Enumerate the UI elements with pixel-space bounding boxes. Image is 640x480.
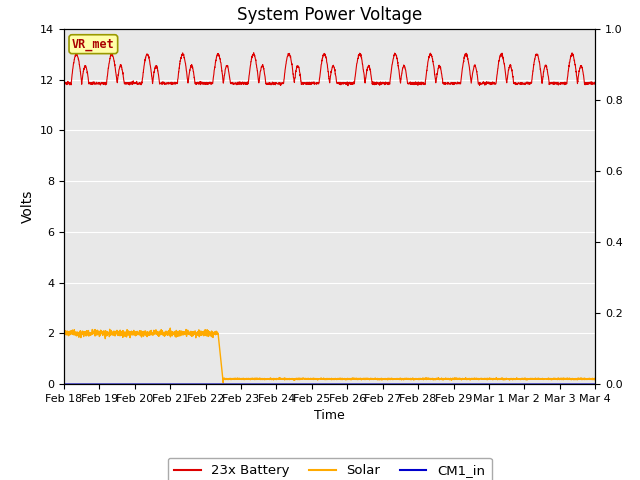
Text: VR_met: VR_met	[72, 37, 115, 51]
Line: Solar: Solar	[64, 328, 595, 383]
Solar	[524, 376, 532, 382]
CM1_in	[121, 381, 129, 387]
23x Battery	[264, 80, 272, 86]
X-axis label: Time: Time	[314, 409, 345, 422]
23x Battery	[250, 50, 257, 56]
Solar	[591, 376, 599, 382]
Solar	[60, 330, 68, 336]
Solar	[152, 329, 160, 335]
Y-axis label: Volts: Volts	[20, 190, 35, 223]
23x Battery	[524, 81, 532, 87]
CM1_in	[264, 381, 271, 387]
CM1_in	[524, 381, 531, 387]
CM1_in	[581, 381, 589, 387]
23x Battery	[581, 82, 589, 88]
CM1_in	[287, 381, 294, 387]
Solar	[166, 325, 174, 331]
Solar	[121, 332, 129, 337]
Solar	[220, 380, 227, 386]
Title: System Power Voltage: System Power Voltage	[237, 6, 422, 24]
23x Battery	[121, 81, 129, 87]
23x Battery	[287, 56, 295, 62]
CM1_in	[60, 381, 68, 387]
23x Battery	[344, 83, 352, 89]
Solar	[287, 376, 295, 382]
Solar	[264, 376, 272, 382]
23x Battery	[60, 81, 68, 86]
CM1_in	[591, 381, 599, 387]
Line: 23x Battery: 23x Battery	[64, 53, 595, 86]
23x Battery	[152, 64, 160, 70]
Solar	[581, 376, 589, 382]
Legend: 23x Battery, Solar, CM1_in: 23x Battery, Solar, CM1_in	[168, 458, 492, 480]
CM1_in	[152, 381, 160, 387]
23x Battery	[591, 79, 599, 85]
